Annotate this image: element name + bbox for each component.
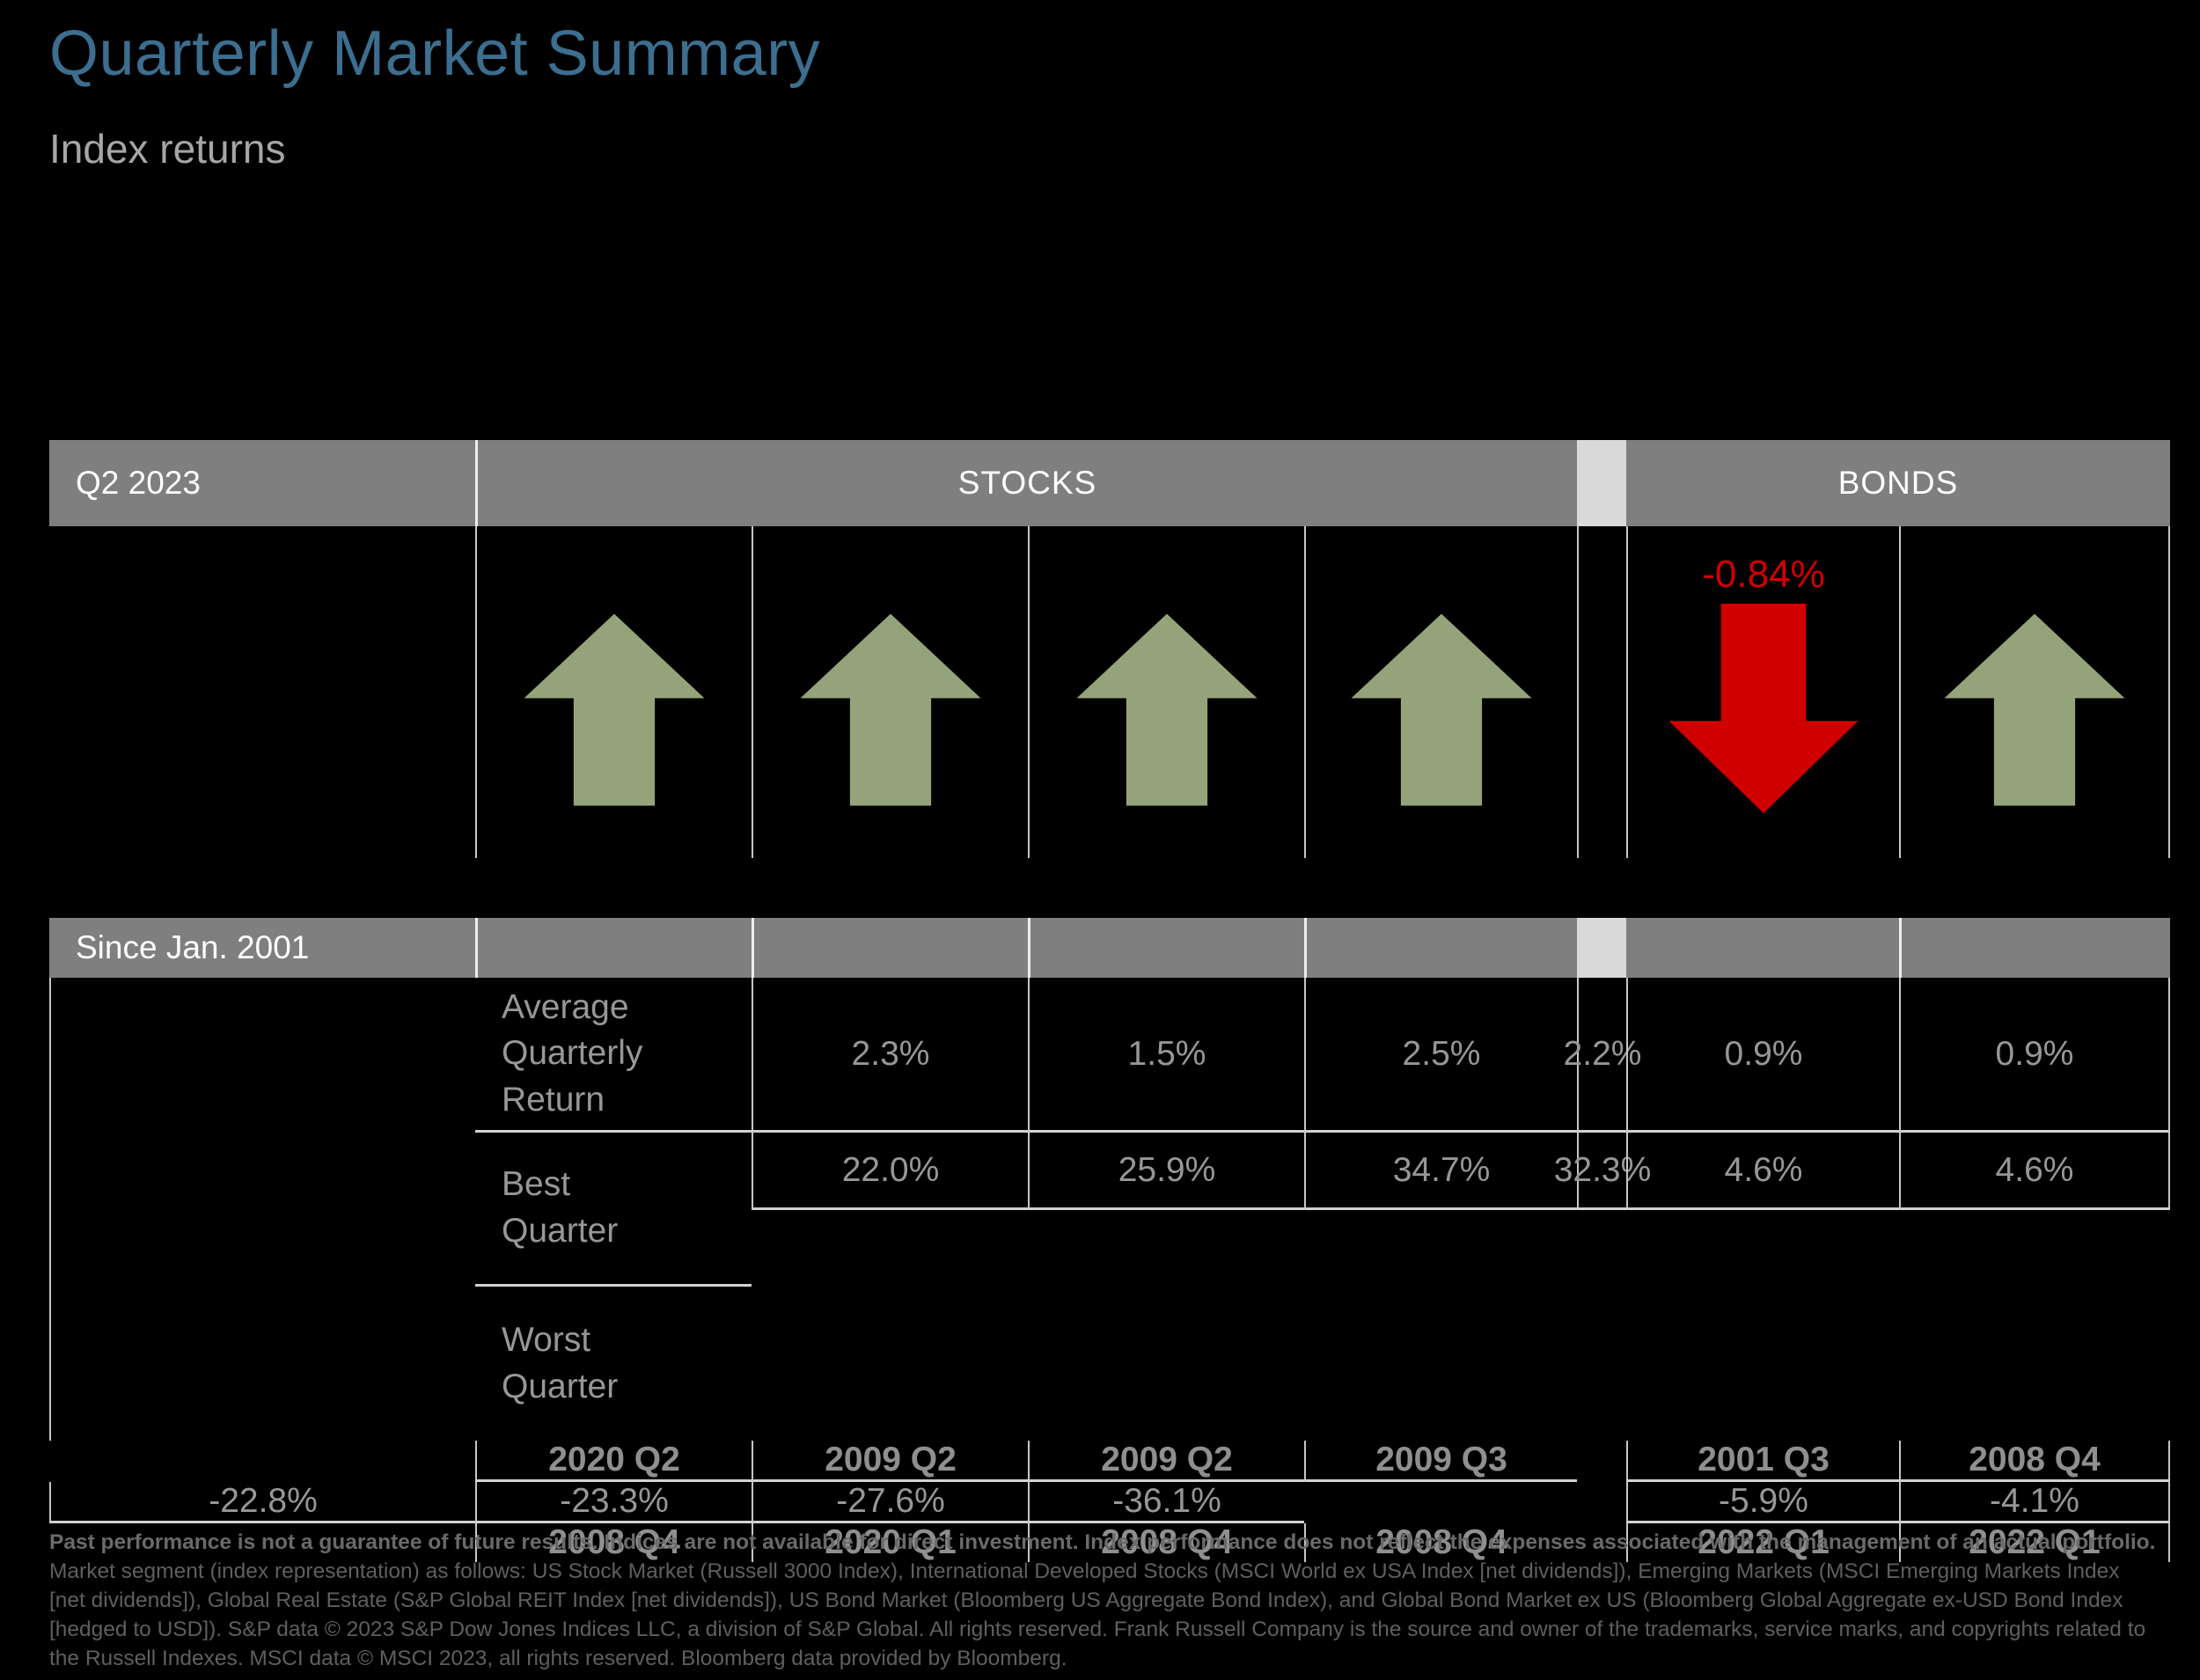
- best-quarter-period: 2020 Q2: [475, 1441, 752, 1482]
- since-label: Since Jan. 2001: [49, 918, 475, 978]
- row-spacer: [49, 858, 2170, 918]
- best-quarter-period: 2001 Q3: [1626, 1441, 1899, 1482]
- best-quarter-period: 2009 Q2: [1028, 1441, 1304, 1482]
- worst-quarter-return: -5.9%: [1626, 1482, 1899, 1523]
- section-gap-arrows: [1577, 526, 1626, 858]
- bonds-header: BONDS: [1626, 440, 2170, 526]
- up-arrow-icon: [1076, 613, 1258, 806]
- stock-column-4-arrow-cell: [1304, 526, 1577, 858]
- worst-quarter-return: -22.8%: [49, 1482, 475, 1523]
- best-quarter-return: 22.0%: [752, 1133, 1028, 1210]
- worst-quarter-period: 2022 Q1: [1626, 1523, 1899, 1562]
- avg-return-value: 0.9%: [1626, 978, 1899, 1133]
- avg-return-value: 2.2%: [1564, 978, 1641, 1133]
- worst-quarter-period: 2008 Q4: [1304, 1523, 1577, 1562]
- best-quarter-return: 34.7%: [1304, 1133, 1577, 1210]
- worst-quarter-return: -36.1%: [1028, 1482, 1304, 1523]
- worst-quarter-period: 2008 Q4: [475, 1523, 752, 1562]
- since-bar-cell: [752, 918, 1028, 978]
- best-quarter-return: 4.6%: [1626, 1133, 1899, 1210]
- up-arrow-icon: [1944, 613, 2125, 806]
- arrow-row-label-spacer: [49, 526, 475, 858]
- section-gap-body: [49, 978, 475, 1441]
- stock-column-3-arrow-cell: [1028, 526, 1304, 858]
- avg-return-value: 2.5%: [1304, 978, 1577, 1133]
- page-title: Quarterly Market Summary: [49, 18, 821, 89]
- up-arrow-icon: [524, 613, 705, 806]
- section-gap-header: [1577, 440, 1626, 526]
- worst-quarter-return: -4.1%: [1899, 1482, 2170, 1523]
- since-bar-cell: [475, 918, 752, 978]
- period-label: Q2 2023: [49, 440, 475, 526]
- best-quarter-return: 25.9%: [1028, 1133, 1304, 1210]
- stocks-header: STOCKS: [475, 440, 1577, 526]
- stock-column-2-arrow-cell: [752, 526, 1028, 858]
- since-bar-cell: [1626, 918, 1899, 978]
- bond-column-2-arrow-cell: [1899, 526, 2170, 858]
- best-quarter-return: 4.6%: [1899, 1133, 2170, 1210]
- bond-column-1-arrow-cell: -0.84%: [1626, 526, 1899, 858]
- worst-quarter-period: 2022 Q1: [1899, 1523, 2170, 1562]
- disclaimer-body: Market segment (index representation) as…: [49, 1559, 2146, 1670]
- row-label-average-quarterly-return: Average Quarterly Return: [475, 978, 752, 1133]
- best-quarter-period: 2008 Q4: [1899, 1441, 2170, 1482]
- worst-quarter-period: 2020 Q1: [752, 1523, 1028, 1562]
- worst-quarter-period: 2008 Q4: [1028, 1523, 1304, 1562]
- up-arrow-icon: [1351, 613, 1532, 806]
- page-subtitle: Index returns: [49, 126, 286, 172]
- row-label-best-quarter: Best Quarter: [475, 1133, 752, 1287]
- down-arrow-icon: [1668, 604, 1859, 813]
- best-quarter-period: 2009 Q3: [1304, 1441, 1577, 1482]
- disclaimer-text: Past performance is not a guarantee of f…: [49, 1528, 2161, 1673]
- best-quarter-return: 32.3%: [1554, 1133, 1651, 1210]
- since-bar-cell: [1304, 918, 1577, 978]
- worst-quarter-return: -23.3%: [475, 1482, 752, 1523]
- section-gap-since: [1577, 918, 1626, 978]
- avg-return-value: 0.9%: [1899, 978, 2170, 1133]
- up-arrow-icon: [800, 613, 981, 806]
- best-quarter-period: 2009 Q2: [752, 1441, 1028, 1482]
- since-bar-cell: [1899, 918, 2170, 978]
- bond-return-label: -0.84%: [1702, 553, 1825, 596]
- summary-table: Q2 2023 STOCKS BONDS -0.84% Since Jan. 2…: [49, 440, 2170, 1562]
- avg-return-value: 1.5%: [1028, 978, 1304, 1133]
- worst-quarter-return: -27.6%: [752, 1482, 1028, 1523]
- disclaimer-bold: Past performance is not a guarantee of f…: [49, 1530, 2156, 1554]
- stock-column-1-arrow-cell: [475, 526, 752, 858]
- since-bar-cell: [1028, 918, 1304, 978]
- avg-return-value: 2.3%: [752, 978, 1028, 1133]
- row-label-worst-quarter: Worst Quarter: [502, 1320, 619, 1405]
